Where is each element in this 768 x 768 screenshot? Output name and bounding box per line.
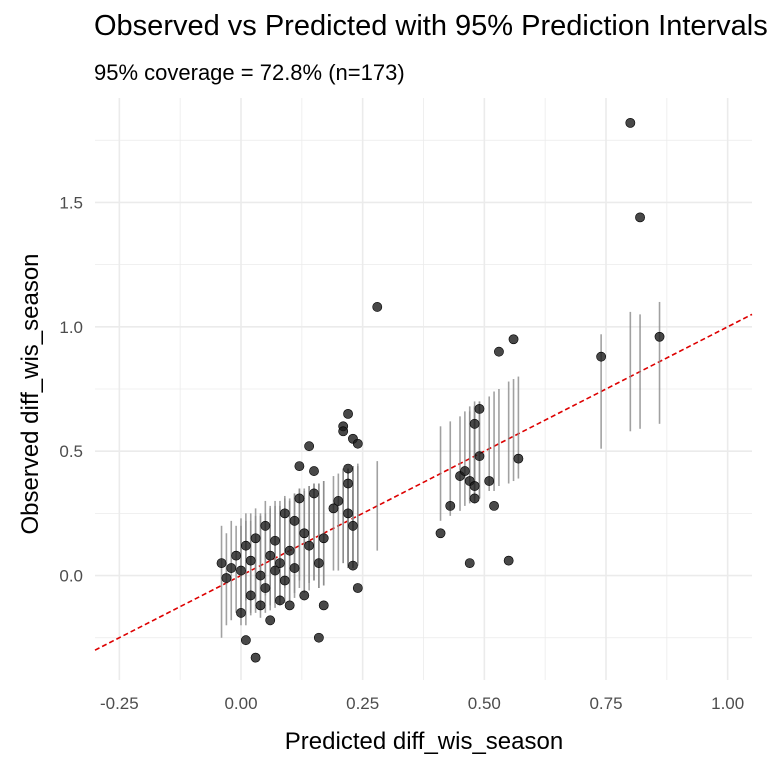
data-point [250, 652, 261, 663]
data-point [474, 451, 485, 462]
data-point [494, 346, 504, 357]
x-tick-label: 1.00 [711, 694, 744, 713]
data-point [236, 607, 246, 618]
data-point [240, 540, 251, 551]
data-point [279, 508, 290, 519]
data-point [289, 515, 300, 526]
data-point [352, 583, 363, 593]
y-tick-label: 1.5 [59, 193, 83, 212]
data-point [338, 426, 349, 437]
x-tick-label: 0.75 [589, 694, 622, 713]
x-tick-labels: -0.25 0.00 0.25 0.50 0.75 1.00 [100, 694, 744, 713]
data-point [333, 496, 344, 506]
data-point [265, 550, 276, 561]
data-point [318, 600, 329, 611]
data-point [265, 615, 276, 626]
y-tick-label: 0.5 [59, 442, 83, 461]
data-point [245, 555, 256, 566]
data-point [445, 500, 456, 511]
data-point [625, 117, 636, 128]
y-tick-label: 1.0 [59, 318, 83, 337]
data-point [231, 550, 242, 561]
prediction-intervals [220, 301, 661, 638]
data-point [279, 575, 290, 586]
x-tick-label: 0.25 [346, 694, 379, 713]
data-point [255, 600, 266, 611]
reference-line-group [94, 313, 753, 651]
data-point [236, 565, 246, 576]
data-point [469, 481, 480, 491]
data-point [313, 632, 324, 643]
reference-line [94, 313, 753, 651]
data-point [294, 493, 305, 504]
data-point [313, 558, 324, 569]
x-axis-title: Predicted diff_wis_season [285, 728, 563, 755]
data-point [654, 331, 665, 342]
data-point [250, 533, 261, 544]
data-point [464, 558, 475, 569]
data-point [255, 570, 266, 581]
data-point [270, 535, 280, 546]
grid-major [95, 98, 752, 680]
data-point [596, 351, 607, 362]
data-point [216, 558, 227, 569]
data-point [348, 520, 358, 531]
data-point [513, 453, 524, 464]
x-tick-label: 0.00 [224, 694, 257, 713]
y-tick-labels: 0.0 0.5 1.0 1.5 [59, 193, 83, 585]
data-point [245, 590, 256, 601]
data-point [484, 476, 495, 486]
data-point [284, 600, 295, 611]
data-point [240, 635, 251, 646]
data-point [294, 461, 305, 472]
data-points [216, 117, 665, 663]
data-point [459, 466, 470, 476]
data-point [343, 478, 353, 489]
data-point [348, 560, 358, 571]
x-tick-label: 0.50 [468, 694, 501, 713]
data-point [343, 463, 353, 474]
chart-title: Observed vs Predicted with 95% Predictio… [94, 10, 768, 42]
data-point [299, 528, 310, 539]
y-axis-title: Observed diff_wis_season [17, 253, 44, 534]
data-point [474, 403, 485, 414]
data-point [328, 503, 339, 514]
data-point [343, 408, 353, 419]
data-point [343, 508, 353, 519]
grid-minor [95, 98, 752, 680]
chart-subtitle: 95% coverage = 72.8% (n=173) [94, 60, 405, 85]
data-point [260, 520, 271, 531]
data-point [435, 528, 446, 539]
data-point [469, 493, 480, 504]
data-point [489, 500, 499, 511]
data-point [275, 595, 285, 606]
x-tick-label: -0.25 [100, 694, 139, 713]
data-point [503, 555, 514, 566]
data-point [309, 466, 319, 476]
data-point [275, 558, 285, 569]
data-point [284, 545, 295, 556]
data-point [635, 212, 645, 223]
data-point [299, 590, 310, 601]
data-point [226, 563, 237, 573]
data-point [270, 565, 280, 576]
data-point [260, 583, 271, 593]
data-point [289, 563, 300, 573]
data-point [372, 302, 383, 312]
data-point [469, 418, 480, 429]
y-tick-label: 0.0 [59, 567, 83, 586]
data-point [309, 488, 319, 499]
data-point [304, 441, 315, 452]
data-point [508, 334, 519, 345]
data-point [352, 438, 363, 449]
data-point [221, 573, 232, 583]
data-point [318, 533, 329, 544]
data-point [304, 540, 315, 551]
